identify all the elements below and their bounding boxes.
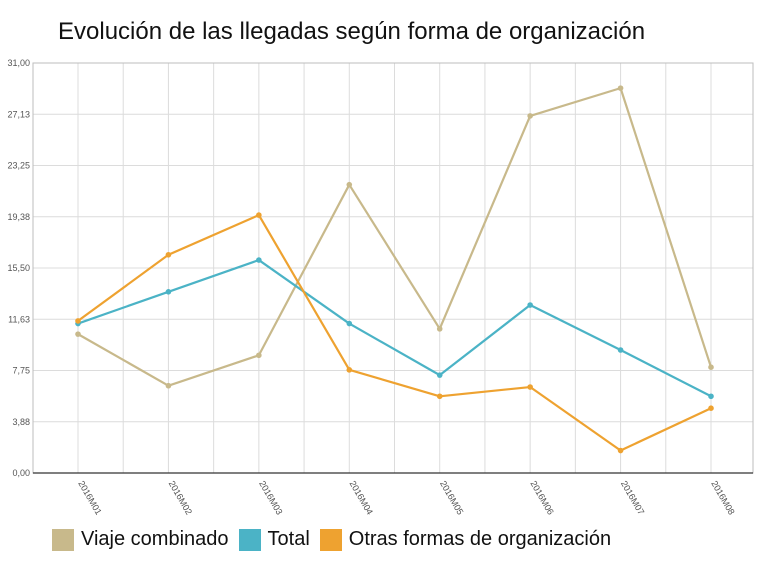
y-tick-label: 31,00 xyxy=(7,58,30,68)
data-point[interactable] xyxy=(346,181,353,188)
y-axis-ticks: 0,00 3,88 7,75 11,63 15,50 19,38 23,25 27,13 31,… xyxy=(7,58,30,478)
y-tick-label: 15,50 xyxy=(7,263,30,273)
legend-label: Viaje combinado xyxy=(81,528,229,550)
x-tick-label: 2016M02 xyxy=(167,479,194,517)
grid-lines xyxy=(33,62,753,474)
series-line xyxy=(77,87,713,387)
legend-swatch xyxy=(238,528,261,551)
data-point[interactable] xyxy=(708,405,714,411)
data-point[interactable] xyxy=(436,326,443,332)
x-tick-label: 2016M08 xyxy=(709,479,736,517)
y-tick-label: 19,38 xyxy=(7,212,30,222)
data-point[interactable] xyxy=(75,331,81,337)
data-point[interactable] xyxy=(617,347,624,353)
axes xyxy=(32,62,754,474)
data-point[interactable] xyxy=(527,302,533,308)
chart-title: Evolución de las llegadas según forma de… xyxy=(58,18,646,45)
data-point[interactable] xyxy=(165,382,172,389)
series-lines xyxy=(77,87,713,452)
y-tick-label: 11,63 xyxy=(8,314,30,324)
y-tick-label: 7,75 xyxy=(12,366,30,376)
data-point[interactable] xyxy=(436,372,443,378)
x-tick-label: 2016M05 xyxy=(438,479,465,517)
data-point[interactable] xyxy=(256,352,262,359)
x-tick-label: 2016M01 xyxy=(76,479,103,517)
x-tick-label: 2016M04 xyxy=(348,479,375,517)
data-point[interactable] xyxy=(617,447,624,454)
x-tick-label: 2016M06 xyxy=(528,479,555,517)
legend-label: Otras formas de organización xyxy=(348,528,612,550)
legend-swatch xyxy=(52,528,74,551)
series-line xyxy=(77,258,712,398)
legend-item[interactable]: Viaje combinado xyxy=(52,528,229,551)
data-point[interactable] xyxy=(256,257,262,263)
legend-label: Total xyxy=(267,528,310,550)
data-point[interactable] xyxy=(527,113,533,119)
y-tick-label: 27,13 xyxy=(7,109,30,119)
x-axis-ticks: 2016M01 2016M02 2016M03 2016M04 2016M05 2016M… xyxy=(76,479,736,517)
data-point[interactable] xyxy=(256,212,262,218)
x-tick-label: 2016M07 xyxy=(619,479,646,517)
legend-item[interactable]: Total xyxy=(238,528,310,551)
data-point[interactable] xyxy=(346,320,353,327)
legend-swatch xyxy=(319,528,342,551)
x-tick-label: 2016M03 xyxy=(257,479,284,517)
data-point[interactable] xyxy=(617,85,624,91)
series-line xyxy=(77,213,712,452)
y-tick-label: 0,00 xyxy=(12,468,30,478)
legend-item[interactable]: Otras formas de organización xyxy=(319,528,612,551)
data-point[interactable] xyxy=(346,367,353,373)
y-tick-label: 23,25 xyxy=(7,161,30,171)
data-point[interactable] xyxy=(165,251,172,258)
legend: Viaje combinado Total Otras formas de orga… xyxy=(52,528,621,551)
data-point[interactable] xyxy=(708,364,714,370)
data-point[interactable] xyxy=(75,318,81,324)
data-point[interactable] xyxy=(165,289,172,295)
series-points xyxy=(75,85,714,454)
data-point[interactable] xyxy=(527,384,533,390)
data-point[interactable] xyxy=(436,393,443,400)
data-point[interactable] xyxy=(708,393,714,400)
y-tick-label: 3,88 xyxy=(12,417,30,427)
